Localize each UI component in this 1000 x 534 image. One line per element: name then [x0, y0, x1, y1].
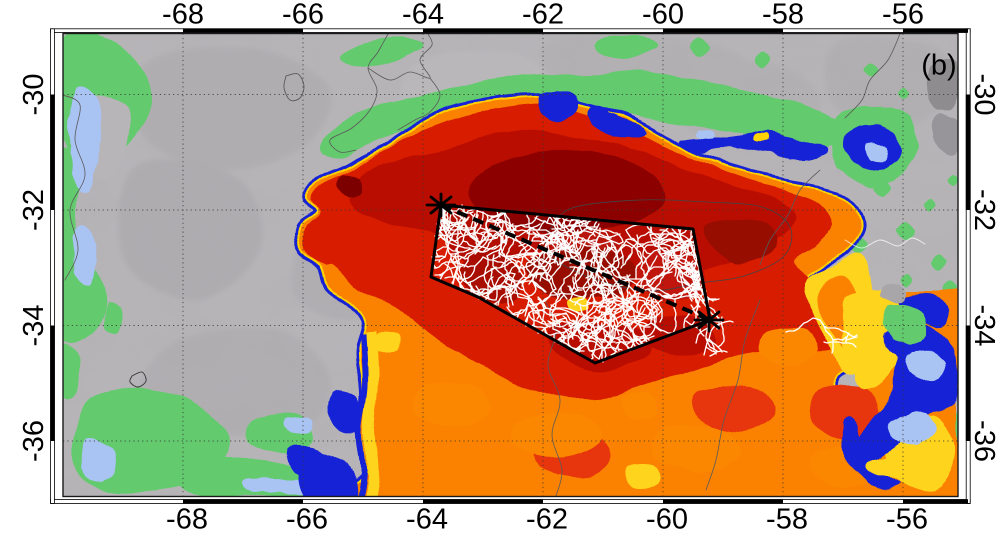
svg-text:-66: -66	[282, 0, 324, 31]
svg-text:-36: -36	[18, 420, 50, 462]
svg-text:-56: -56	[882, 0, 924, 31]
svg-text:-68: -68	[162, 0, 204, 31]
svg-text:-58: -58	[766, 504, 808, 534]
svg-text:-36: -36	[968, 420, 1000, 462]
svg-text:-30: -30	[18, 74, 50, 116]
svg-text:-34: -34	[968, 305, 1000, 347]
svg-text:-34: -34	[18, 305, 50, 347]
svg-text:-30: -30	[968, 74, 1000, 116]
svg-text:-60: -60	[642, 0, 684, 31]
svg-text:-62: -62	[522, 0, 564, 31]
svg-text:-32: -32	[968, 189, 1000, 231]
svg-text:-64: -64	[406, 504, 448, 534]
svg-text:-60: -60	[646, 504, 688, 534]
svg-text:-58: -58	[762, 0, 804, 31]
svg-text:-56: -56	[886, 504, 928, 534]
svg-text:-32: -32	[18, 189, 50, 231]
svg-text:-68: -68	[166, 504, 208, 534]
svg-text:(b): (b)	[921, 50, 956, 82]
svg-text:-66: -66	[286, 504, 328, 534]
svg-text:-64: -64	[402, 0, 444, 31]
svg-text:-62: -62	[526, 504, 568, 534]
